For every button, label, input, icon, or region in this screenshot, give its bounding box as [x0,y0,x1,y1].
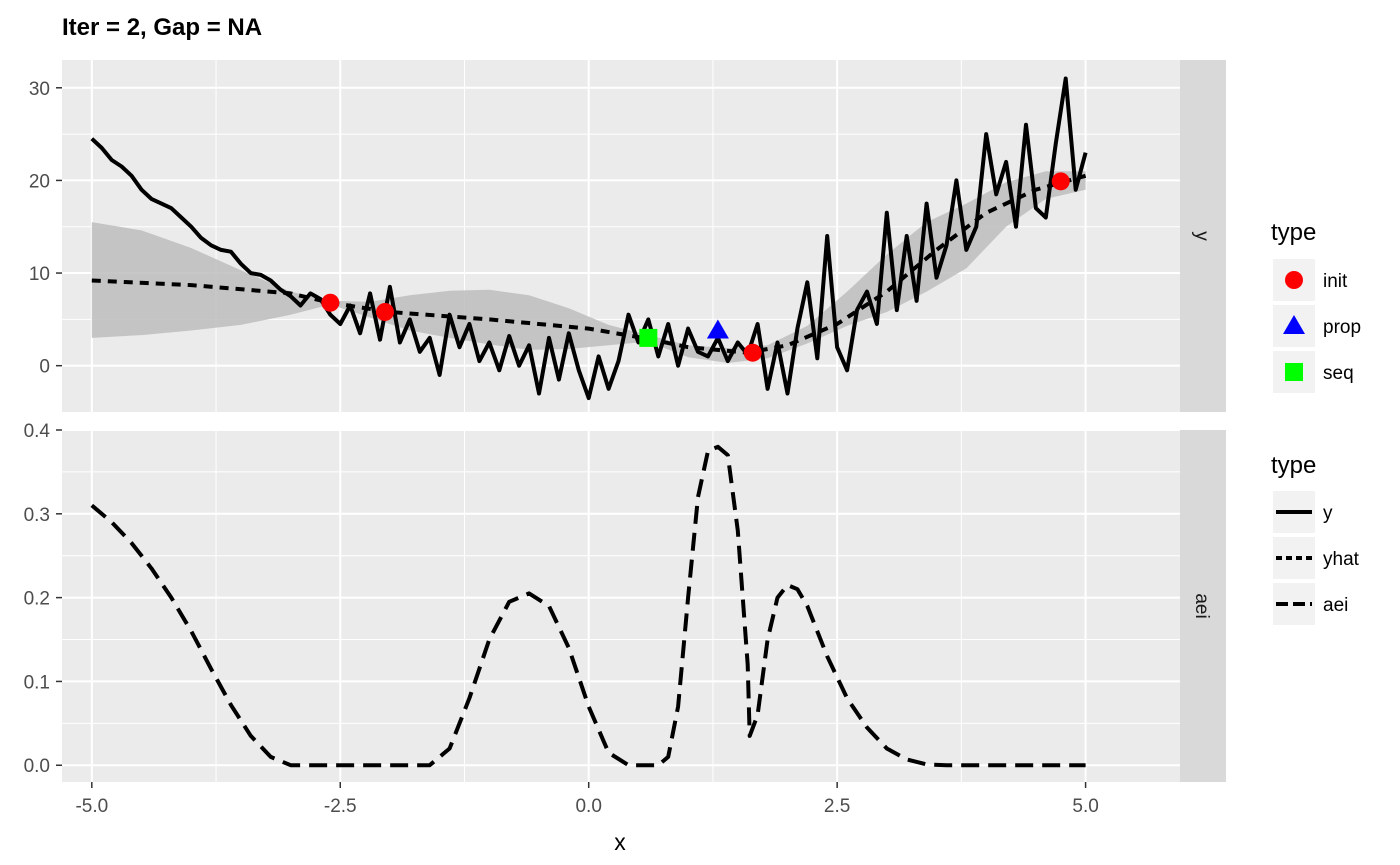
x-axis-title: x [614,829,626,855]
y-tick-label: 0.0 [24,756,50,777]
point-init [375,302,394,321]
legend-label-seq: seq [1323,363,1354,384]
point-init [321,293,340,312]
x-tick-label: 5.0 [1072,796,1098,817]
strip-bottom [1180,430,1226,782]
lines-top [90,76,1088,401]
y-tick-label: 10 [29,264,50,285]
legend-symbol-seq [1285,363,1303,381]
series-line-yhat [91,173,1087,355]
legend-symbol-init [1285,271,1303,289]
lines-bottom [90,444,1086,768]
x-tick-label: 2.5 [824,796,850,817]
grid-bottom [62,429,1180,782]
y-tick-label: 0.3 [24,505,50,526]
y-tick-label: 0 [39,357,50,378]
point-init [743,343,762,362]
band-area [91,171,1086,363]
axes-layer: 0 10 20 30 0.0 0.1 0.2 0.3 0.4 -5.0 -2.5 0.0 2.5 5.0 [24,79,1099,817]
y-tick-label: 20 [29,171,50,192]
x-tick-label: -2.5 [324,796,357,817]
legend-label-aei: aei [1323,595,1348,616]
strip-label-bottom: aei [1191,593,1212,618]
legend-symbol-prop [1283,315,1305,334]
legend-label-yhat: yhat [1323,549,1360,570]
points-layer [321,172,1070,362]
y-tick-label: 0.1 [24,672,50,693]
series-line-y [90,76,1088,401]
point-seq [639,328,658,347]
legend-layer: type init prop seq type y yhat aei [1271,219,1361,625]
chart-title: Iter = 2, Gap = NA [62,14,262,41]
legend-title: type [1271,219,1316,246]
strip-label-top: y [1191,231,1212,241]
panel-bottom-background [62,430,1180,782]
strip-top [1180,60,1226,412]
legend-title: type [1271,452,1316,479]
y-tick-label: 0.2 [24,589,50,610]
legend-label-y: y [1323,503,1333,524]
confidence-band [91,171,1086,363]
x-tick-label: -5.0 [75,796,108,817]
legend-label-prop: prop [1323,317,1361,338]
y-tick-label: 0.4 [24,421,51,442]
x-tick-label: 0.0 [575,796,601,817]
series-line-aei [90,444,1086,768]
panel-top-background [62,60,1180,412]
legend-label-init: init [1323,271,1348,292]
point-init [1051,172,1070,191]
y-tick-label: 30 [29,79,50,100]
point-prop [706,319,729,339]
